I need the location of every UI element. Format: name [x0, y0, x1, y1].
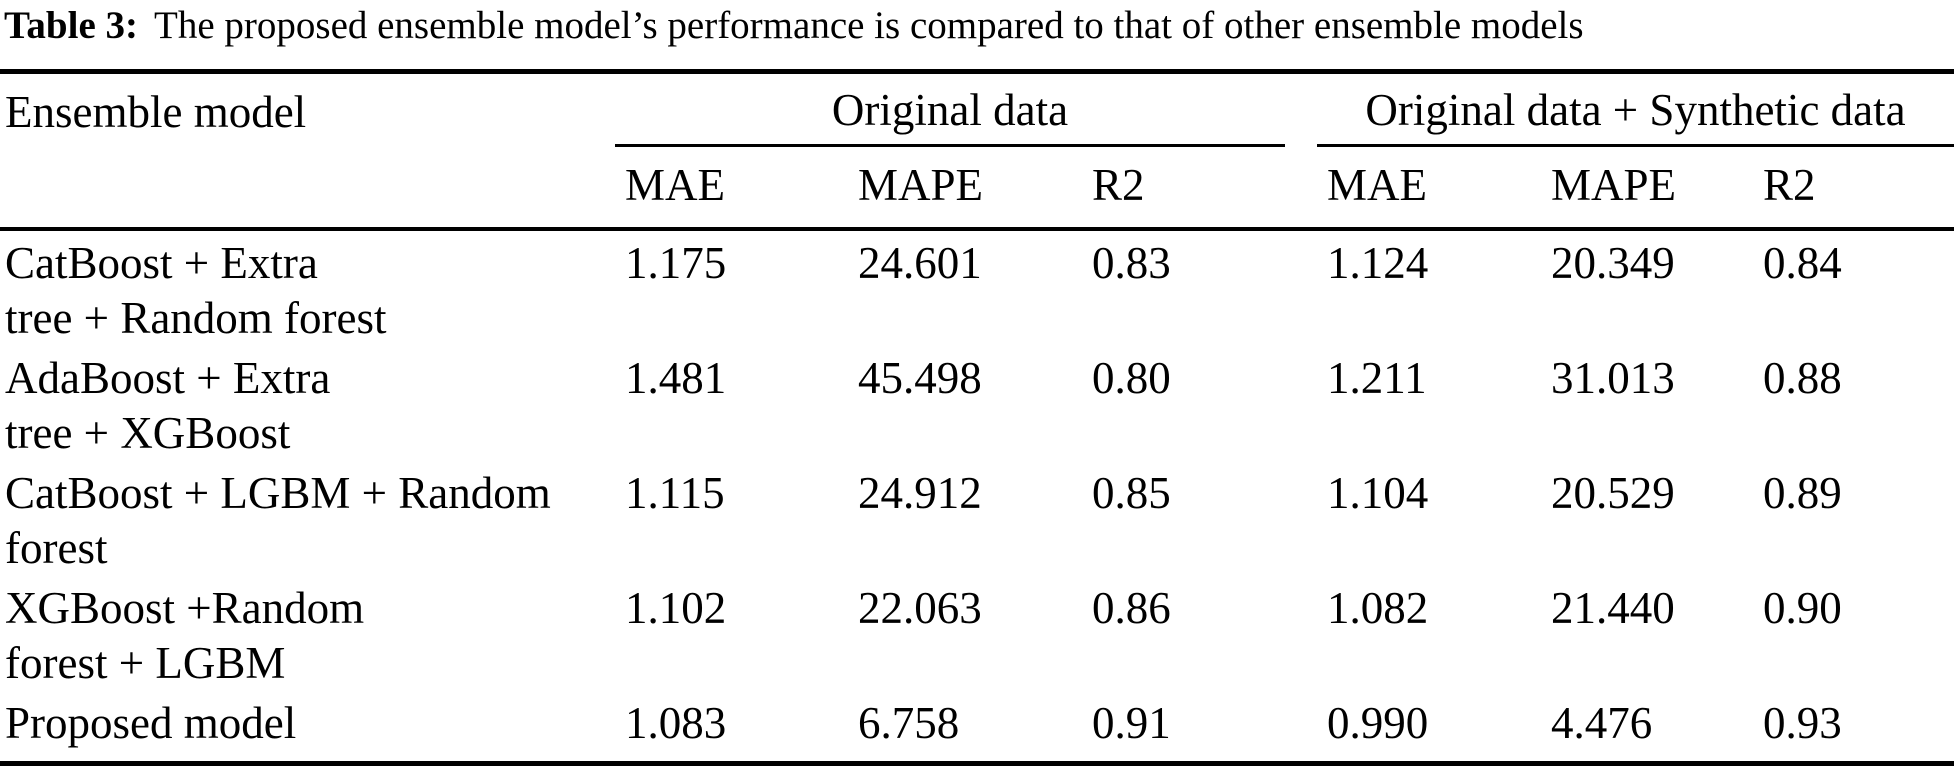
mae-synthetic-value: 1.082: [1327, 583, 1429, 633]
column-gap-spacer: [1285, 691, 1318, 766]
mae-synthetic-value: 1.104: [1327, 468, 1429, 518]
group-header-original-data: Original data: [615, 71, 1286, 147]
table-caption-label: Table 3:: [4, 4, 139, 47]
model-name-cell: CatBoost + Extra tree + Random forest: [5, 238, 387, 343]
r2-original-value: 0.85: [1092, 468, 1171, 518]
r2-original-value: 0.83: [1092, 238, 1171, 288]
col-header-r2-synthetic: R2: [1753, 145, 1954, 231]
group-header-row: Ensemble model Original data Original da…: [0, 71, 1954, 147]
column-gap-spacer: [1285, 576, 1317, 691]
r2-synthetic-value: 0.84: [1763, 238, 1842, 288]
col-header-mape-synthetic: MAPE: [1541, 145, 1754, 231]
mae-original-value: 1.481: [625, 353, 727, 403]
metric-header-empty: [0, 145, 615, 231]
column-gap-spacer: [1285, 346, 1317, 461]
r2-synthetic-value: 0.89: [1763, 468, 1842, 518]
col-header-mae-original: MAE: [615, 145, 848, 231]
table-caption-text: The proposed ensemble model’s performanc…: [154, 4, 1584, 47]
mape-synthetic-value: 20.529: [1551, 468, 1675, 518]
column-gap-spacer: [1285, 145, 1318, 231]
mae-original-value: 1.102: [625, 583, 727, 633]
mae-synthetic-value: 0.990: [1317, 691, 1542, 766]
mae-synthetic-value: 1.211: [1327, 353, 1427, 403]
mape-original-value: 45.498: [858, 353, 982, 403]
table-row: CatBoost + LGBM + Random forest 1.115 24…: [0, 461, 1954, 576]
r2-original-value: 0.86: [1092, 583, 1171, 633]
r2-synthetic-value: 0.88: [1763, 353, 1842, 403]
mae-synthetic-value: 1.124: [1327, 238, 1429, 288]
mae-original-value: 1.175: [625, 238, 727, 288]
column-gap-spacer: [1285, 461, 1317, 576]
mape-original-value: 6.758: [848, 691, 1082, 766]
mape-original-value: 24.601: [858, 238, 982, 288]
model-name-cell: XGBoost +Random forest + LGBM: [5, 583, 365, 688]
r2-original-value: 0.91: [1082, 691, 1286, 766]
metric-header-row: MAE MAPE R2 MAE MAPE R2: [0, 145, 1954, 231]
mae-original-value: 1.083: [615, 691, 848, 766]
results-table: Ensemble model Original data Original da…: [0, 69, 1954, 766]
column-gap-spacer: [1285, 229, 1317, 346]
model-name-cell: CatBoost + LGBM + Random forest: [5, 468, 551, 573]
group-header-original-plus-synthetic-data: Original data + Synthetic data: [1317, 71, 1954, 147]
mape-synthetic-value: 31.013: [1551, 353, 1675, 403]
mae-original-value: 1.115: [625, 468, 725, 518]
col-header-mae-synthetic: MAE: [1317, 145, 1542, 231]
column-gap-spacer: [1285, 72, 1317, 146]
model-name-cell: Proposed model: [0, 691, 615, 766]
mape-original-value: 22.063: [858, 583, 982, 633]
model-name-cell: AdaBoost + Extra tree + XGBoost: [5, 353, 331, 458]
table-caption: Table 3: The proposed ensemble model’s pe…: [4, 2, 1954, 50]
table-row: AdaBoost + Extra tree + XGBoost 1.481 45…: [0, 346, 1954, 461]
table-row: CatBoost + Extra tree + Random forest 1.…: [0, 229, 1954, 346]
mape-synthetic-value: 21.440: [1551, 583, 1675, 633]
mape-original-value: 24.912: [858, 468, 982, 518]
r2-original-value: 0.80: [1092, 353, 1171, 403]
r2-synthetic-value: 0.93: [1753, 691, 1954, 766]
mape-synthetic-value: 4.476: [1541, 691, 1754, 766]
mape-synthetic-value: 20.349: [1551, 238, 1675, 288]
table-row: XGBoost +Random forest + LGBM 1.102 22.0…: [0, 576, 1954, 691]
col-header-r2-original: R2: [1082, 145, 1286, 231]
col-header-ensemble-model: Ensemble model: [5, 86, 307, 137]
r2-synthetic-value: 0.90: [1763, 583, 1842, 633]
col-header-mape-original: MAPE: [848, 145, 1082, 231]
table-row-proposed-model: Proposed model 1.083 6.758 0.91 0.990 4.…: [0, 691, 1954, 766]
